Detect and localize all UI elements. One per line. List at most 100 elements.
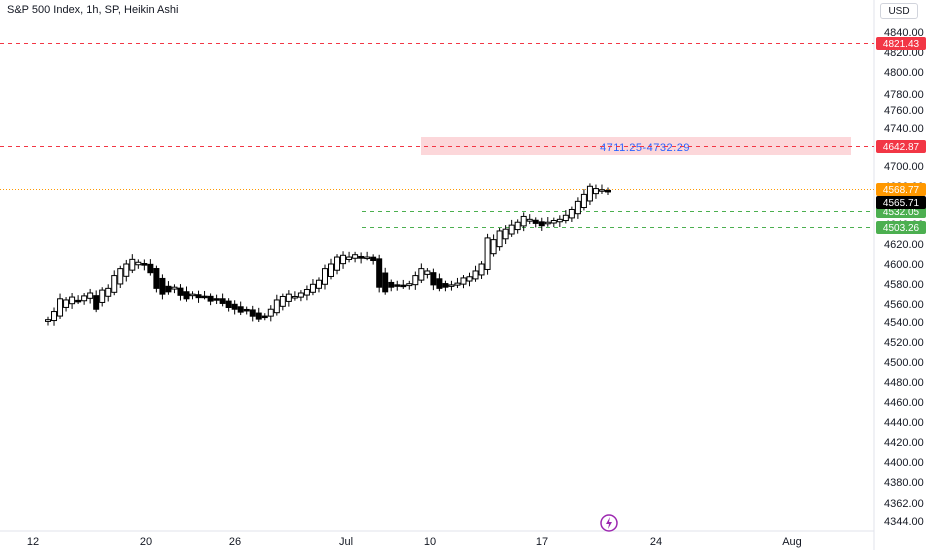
price-axis-ticks: 4840.004820.004800.004780.004760.004740.… <box>884 27 924 528</box>
candle-down <box>231 303 238 310</box>
target-zone[interactable]: 4711.25-4732.29 <box>421 137 851 155</box>
candle-down <box>177 287 184 296</box>
candle-up <box>460 277 467 285</box>
y-tick-label: 4620.00 <box>884 239 924 251</box>
candle-up <box>285 293 292 302</box>
candle-up <box>340 254 347 265</box>
candle-up <box>592 188 599 195</box>
candle-down <box>436 278 443 289</box>
candle-up <box>87 292 94 299</box>
candle-down <box>183 291 190 300</box>
candle-up <box>544 221 551 225</box>
y-tick-label: 4420.00 <box>884 437 924 449</box>
target-zone-box[interactable] <box>421 137 851 155</box>
candle-up <box>291 295 298 299</box>
candle-up <box>279 295 286 307</box>
level-lines <box>0 43 874 228</box>
candle-down <box>532 219 539 224</box>
candle-down <box>159 277 166 295</box>
candle-down <box>255 312 262 320</box>
candle-up <box>303 289 310 296</box>
candle-down <box>213 298 220 301</box>
candle-up <box>562 214 569 222</box>
candle-down <box>219 298 226 304</box>
candle-up <box>135 261 142 266</box>
y-tick-label: 4580.00 <box>884 279 924 291</box>
lightning-bolt-icon[interactable] <box>600 514 618 532</box>
candle-down <box>153 268 160 289</box>
candle-up <box>484 237 491 270</box>
candle-up <box>478 263 485 276</box>
candle-up <box>111 275 118 293</box>
candle-down <box>195 294 202 299</box>
x-tick-label: 10 <box>424 536 436 548</box>
candle-up <box>598 189 605 192</box>
candle-up <box>412 275 419 286</box>
y-tick-label: 4600.00 <box>884 259 924 271</box>
x-tick-label: 26 <box>229 536 241 548</box>
price-tags: 4821.43 4642.87 4532.05 4503.26 4568.77 4565.… <box>876 37 926 234</box>
candle-up <box>472 270 479 280</box>
price-tag-label: 4532.05 <box>883 207 920 218</box>
candle-up <box>297 292 304 298</box>
candle-down <box>370 256 377 262</box>
candle-down <box>382 272 389 293</box>
chart-title: S&P 500 Index, 1h, SP, Heikin Ashi <box>7 4 179 16</box>
candle-up <box>81 295 88 302</box>
last-price-label: 4568.77 <box>883 185 920 196</box>
y-tick-label: 4540.00 <box>884 317 924 329</box>
candle-down <box>388 281 395 288</box>
candle-up <box>189 293 196 297</box>
candle-up <box>117 268 124 285</box>
candle-up <box>418 268 425 281</box>
resistance-price-tag <box>876 140 926 153</box>
x-tick-label: 20 <box>140 536 152 548</box>
y-tick-label: 4520.00 <box>884 337 924 349</box>
y-tick-label: 4800.00 <box>884 67 924 79</box>
candle-down <box>75 299 82 303</box>
x-tick-label: 24 <box>650 536 662 548</box>
candle-up <box>51 311 58 322</box>
candle-up <box>129 258 136 271</box>
candle-up <box>466 276 473 282</box>
candle-up <box>454 282 461 286</box>
price-tag-label: 4821.43 <box>883 39 920 50</box>
x-tick-label: 17 <box>536 536 548 548</box>
price-tag-label: 4642.87 <box>883 142 920 153</box>
support-price-tag <box>876 221 926 234</box>
currency-button[interactable]: USD <box>880 3 918 19</box>
candle-up <box>69 296 76 305</box>
y-tick-label: 4500.00 <box>884 357 924 369</box>
candle-down <box>147 263 154 274</box>
candle-down <box>237 306 244 313</box>
candle-up <box>99 289 106 303</box>
candle-up <box>514 221 521 231</box>
resistance-price-tag <box>876 37 926 50</box>
candle-up <box>352 254 359 259</box>
candle-up <box>309 283 316 293</box>
candle-down <box>225 300 232 308</box>
candle-down <box>249 309 256 317</box>
candle-down <box>201 295 208 299</box>
time-axis-ticks: 12 20 26 Jul 10 17 24 Aug <box>27 536 802 548</box>
candle-up <box>574 200 581 215</box>
y-tick-label: 4780.00 <box>884 89 924 101</box>
candle-down <box>243 308 250 312</box>
x-tick-label: 12 <box>27 536 39 548</box>
y-tick-label: 4760.00 <box>884 105 924 117</box>
candle-up <box>424 270 431 275</box>
last-price-tag <box>876 183 926 196</box>
candle-up <box>502 228 509 240</box>
y-tick-label: 4362.00 <box>884 498 924 510</box>
y-tick-label: 4400.00 <box>884 457 924 469</box>
candle-down <box>358 255 365 259</box>
candle-up <box>520 215 527 227</box>
y-tick-label: 4440.00 <box>884 417 924 429</box>
candle-down <box>400 284 407 288</box>
candle-down <box>605 189 611 193</box>
y-tick-label: 4344.00 <box>884 516 924 528</box>
candle-up <box>123 263 130 277</box>
candle-down <box>394 284 401 287</box>
y-tick-label: 4840.00 <box>884 27 924 39</box>
